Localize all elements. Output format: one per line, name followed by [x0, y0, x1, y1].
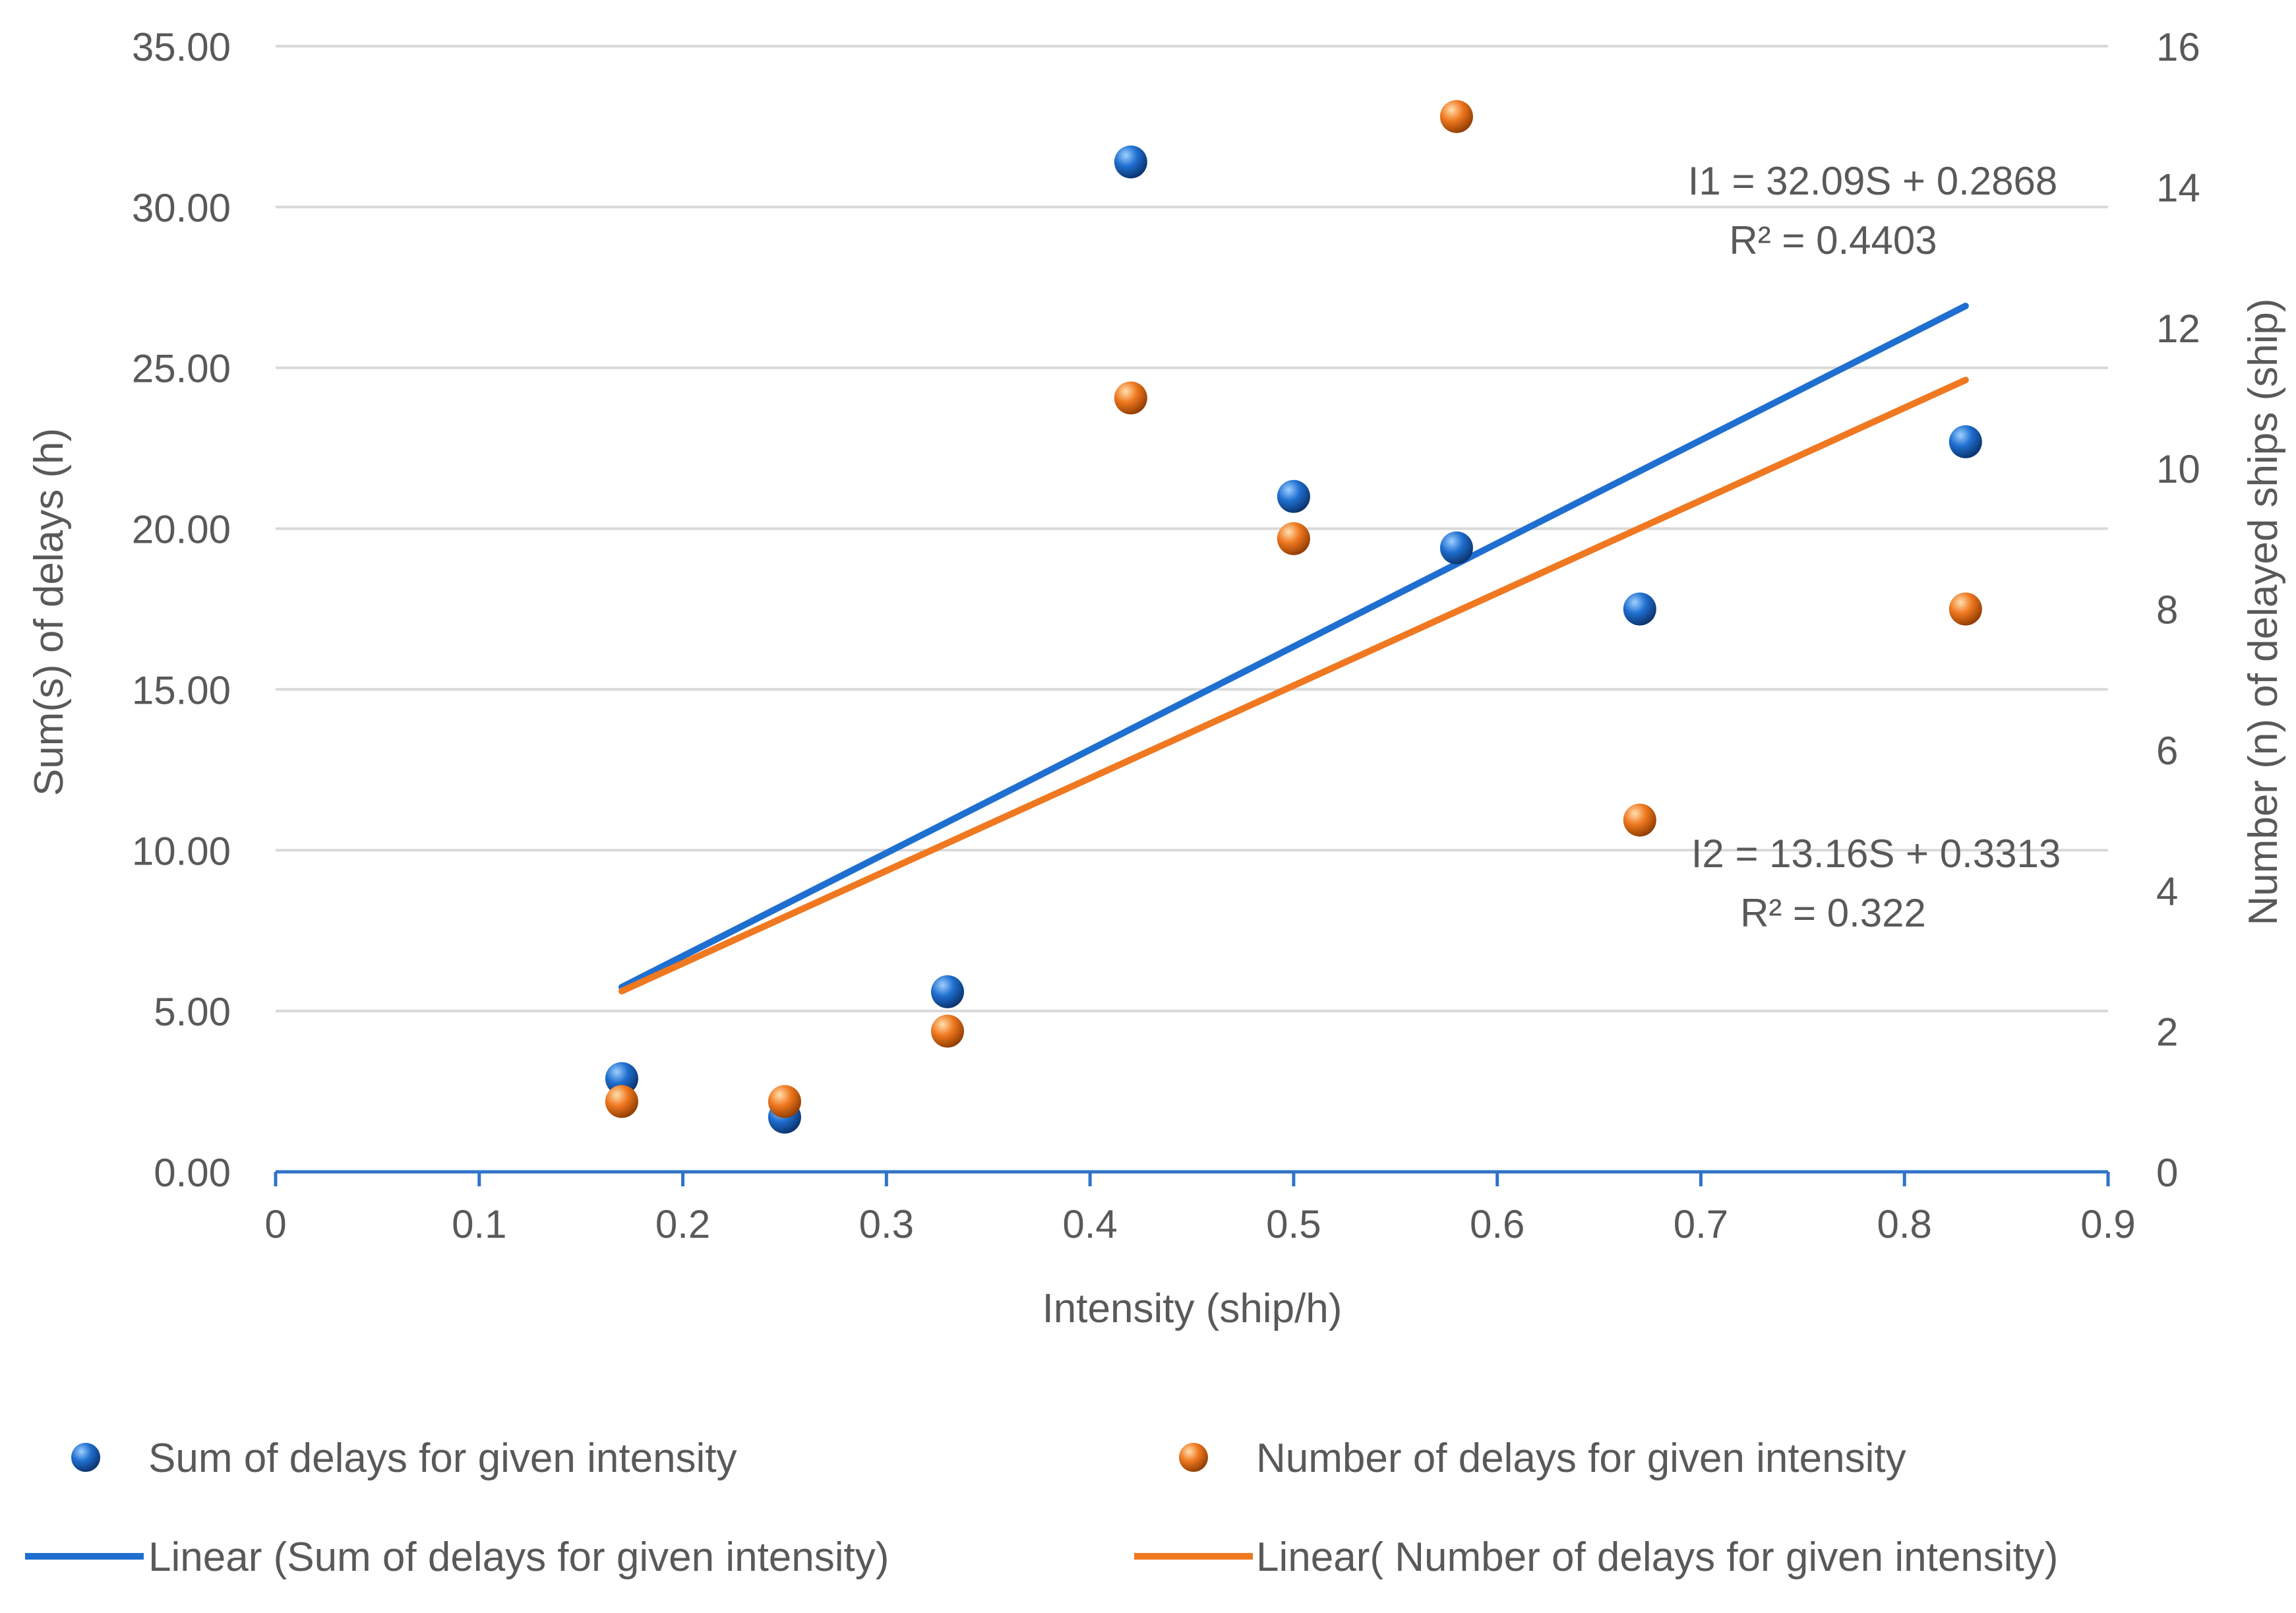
legend: Sum of delays for given intensity Number…: [25, 1436, 2058, 1580]
point-sum-0: [605, 1062, 638, 1095]
point-number-5: [1439, 100, 1473, 133]
y-left-tick-label: 0.00: [154, 1151, 231, 1195]
y-right-tick-label: 8: [2156, 588, 2178, 632]
axes: 0.00 5.00 10.00 15.00 20.00 25.00 30.00 35.00 0 2…: [132, 25, 2200, 1246]
y-left-tick-label: 30.00: [132, 186, 231, 230]
point-sum-5: [1439, 531, 1473, 564]
legend-marker-number: [1179, 1443, 1208, 1472]
x-tick-label: 0.6: [1470, 1202, 1525, 1246]
point-number-6: [1623, 803, 1656, 837]
trend-equation-1: I1 = 32.09S + 0.2868: [1688, 159, 2057, 203]
point-sum-2: [930, 975, 964, 1008]
x-axis-title: Intensity (ship/h): [1042, 1286, 1343, 1331]
point-sum-3: [1114, 145, 1147, 179]
trend-r2-1: R² = 0.4403: [1729, 218, 1937, 262]
y-left-tick-label: 10.00: [132, 829, 231, 873]
y-left-tick-label: 20.00: [132, 508, 231, 552]
legend-marker-sum: [71, 1443, 100, 1472]
y-right-tick-label: 2: [2156, 1010, 2178, 1054]
y-right-tick-label: 0: [2156, 1151, 2178, 1195]
x-tick-label: 0: [264, 1202, 286, 1246]
trendline-1: [618, 303, 1969, 990]
y-right-tick-label: 12: [2156, 307, 2200, 351]
point-sum-7: [1949, 425, 1982, 458]
x-tick-label: 0.5: [1266, 1202, 1321, 1246]
trend-equation-2: I2 = 13.16S + 0.3313: [1691, 832, 2061, 876]
x-tick-label: 0.4: [1062, 1202, 1117, 1246]
x-tick-label: 0.3: [859, 1202, 914, 1246]
data-points: [605, 100, 1982, 1134]
y-right-tick-label: 6: [2156, 729, 2178, 773]
gridlines: [276, 45, 2108, 1013]
y-axis-left-title: Sum(s) of delays (h): [26, 428, 72, 796]
point-number-2: [930, 1014, 964, 1048]
trendlines: [618, 303, 1969, 994]
legend-label-linear-number: Linear( Number of delays for given inten…: [1256, 1535, 2058, 1580]
point-sum-4: [1277, 479, 1310, 513]
legend-label-linear-sum: Linear (Sum of delays for given intensit…: [148, 1535, 889, 1580]
x-tick-label: 0.7: [1674, 1202, 1728, 1246]
y-right-tick-label: 10: [2156, 447, 2200, 491]
point-number-4: [1277, 522, 1310, 555]
point-number-0: [605, 1085, 638, 1118]
trend-r2-2: R² = 0.322: [1740, 891, 1926, 935]
legend-label-number: Number of delays for given intensity: [1256, 1436, 1906, 1481]
legend-label-sum: Sum of delays for given intensity: [148, 1436, 737, 1481]
y-left-tick-label: 15.00: [132, 668, 231, 712]
y-left-tick-label: 5.00: [154, 990, 231, 1034]
x-tick-label: 0.1: [452, 1202, 506, 1246]
point-number-7: [1949, 592, 1982, 626]
x-tick-label: 0.8: [1877, 1202, 1932, 1246]
point-number-1: [768, 1085, 801, 1118]
x-tick-label: 0.2: [655, 1202, 710, 1246]
x-tick-label: 0.9: [2080, 1202, 2135, 1246]
y-right-tick-label: 16: [2156, 25, 2200, 69]
y-right-tick-label: 4: [2156, 869, 2178, 913]
y-left-tick-label: 35.00: [132, 25, 231, 69]
point-number-3: [1114, 381, 1147, 415]
y-right-tick-label: 14: [2156, 166, 2200, 210]
trendline-2: [618, 377, 1969, 994]
y-axis-right-title: Number (n) of delayed ships (ship): [2241, 298, 2286, 925]
point-sum-6: [1623, 592, 1656, 626]
y-left-tick-label: 25.00: [132, 347, 231, 391]
